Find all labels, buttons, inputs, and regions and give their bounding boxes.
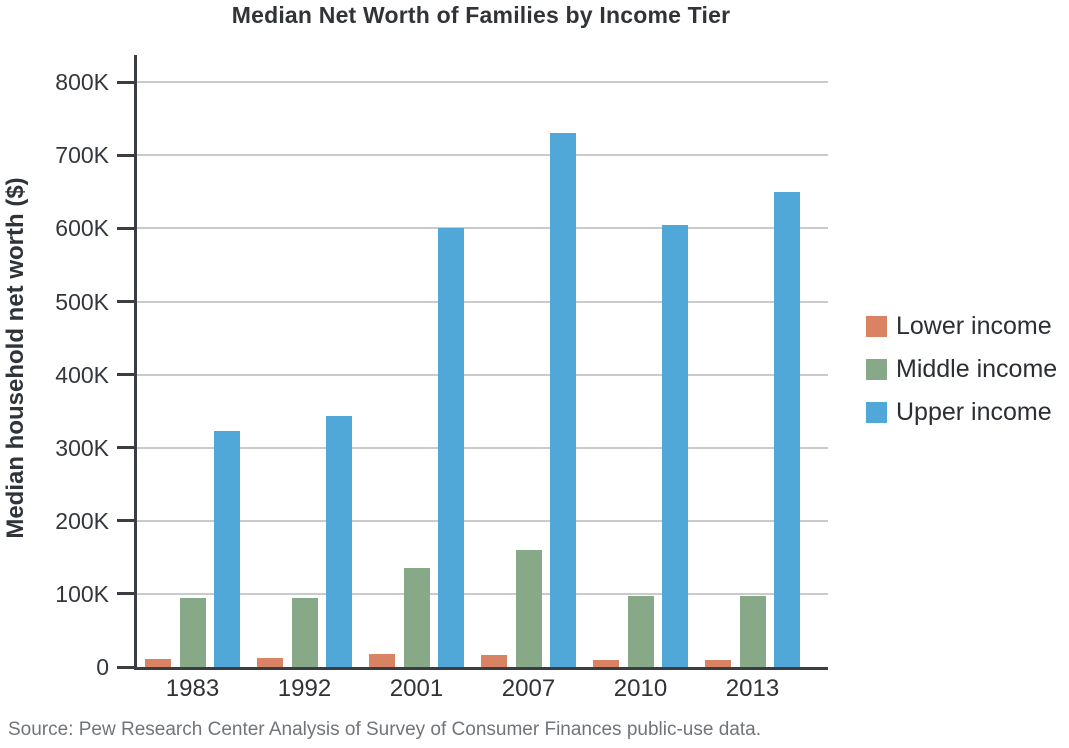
gridline-300K <box>137 446 828 449</box>
bar-lower-income-2001 <box>369 653 395 667</box>
gridline-600K <box>137 227 828 230</box>
legend-swatch-middle-income <box>866 358 887 380</box>
bar-lower-income-1983 <box>145 658 171 667</box>
y-tick-label-100K: 100K <box>55 580 109 607</box>
y-tick-label-600K: 600K <box>55 215 109 242</box>
y-tick-label-0: 0 <box>96 654 109 680</box>
bar-upper-income-2007 <box>550 133 576 667</box>
bar-upper-income-1983 <box>214 430 240 667</box>
legend-swatch-lower-income <box>866 315 887 337</box>
legend: Lower income Middle income Upper income <box>866 312 1057 426</box>
y-axis-tick-500K <box>117 300 134 303</box>
legend-swatch-upper-income <box>866 401 887 423</box>
plot-area: 0 100K 200K 300K 400K 500K 600K 700K 800K 1983 199… <box>55 55 828 702</box>
bar-lower-income-2010 <box>593 659 619 667</box>
y-axis-tick-400K <box>117 373 134 377</box>
legend-item-middle-income: Middle income <box>866 355 1057 383</box>
y-axis-tick-0 <box>117 665 134 669</box>
y-tick-label-300K: 300K <box>55 434 109 461</box>
y-tick-label-200K: 200K <box>55 507 109 534</box>
gridline-200K <box>137 519 828 522</box>
y-axis-tick-800K <box>117 80 134 84</box>
bar-upper-income-2001 <box>438 228 464 667</box>
gridline-100K <box>137 592 828 595</box>
bar-upper-income-2013 <box>774 191 800 667</box>
bar-middle-income-2007 <box>516 550 542 667</box>
bar-middle-income-2013 <box>740 596 766 667</box>
bar-middle-income-1983 <box>180 597 206 667</box>
gridline-800K <box>137 81 828 84</box>
legend-label-middle-income: Middle income <box>896 354 1058 383</box>
legend-label-upper-income: Upper income <box>896 397 1052 426</box>
y-axis-tick-300K <box>117 446 134 450</box>
source-note: Source: Pew Research Center Analysis of … <box>8 719 761 740</box>
bar-lower-income-2013 <box>705 660 731 667</box>
y-axis-tick-700K <box>117 153 134 157</box>
y-tick-label-500K: 500K <box>55 288 109 315</box>
x-tick-label-1983: 1983 <box>165 675 220 702</box>
bar-middle-income-2010 <box>628 596 654 667</box>
y-axis-tick-200K <box>117 519 134 523</box>
legend-label-lower-income: Lower income <box>896 311 1052 340</box>
x-tick-label-1992: 1992 <box>277 675 332 702</box>
gridline-700K <box>137 154 828 157</box>
legend-item-upper-income: Upper income <box>866 398 1057 426</box>
y-tick-label-800K: 800K <box>55 69 109 96</box>
x-tick-label-2007: 2007 <box>501 675 556 702</box>
gridline-500K <box>137 300 828 303</box>
y-axis-tick-600K <box>117 226 134 230</box>
y-tick-label-400K: 400K <box>55 361 109 388</box>
bar-middle-income-2001 <box>404 568 430 667</box>
bar-upper-income-2010 <box>662 224 688 667</box>
bar-lower-income-1992 <box>257 657 283 667</box>
y-axis-tick-100K <box>117 592 134 596</box>
bar-upper-income-1992 <box>326 415 352 667</box>
gridline-400K <box>137 373 828 376</box>
bar-middle-income-1992 <box>292 597 318 667</box>
x-tick-label-2013: 2013 <box>725 675 780 702</box>
legend-item-lower-income: Lower income <box>866 312 1057 340</box>
bar-lower-income-2007 <box>481 654 507 667</box>
x-tick-label-2010: 2010 <box>613 675 668 702</box>
y-tick-label-700K: 700K <box>55 142 109 169</box>
chart-title: Median Net Worth of Families by Income T… <box>231 2 731 28</box>
x-tick-label-2001: 2001 <box>389 675 444 702</box>
